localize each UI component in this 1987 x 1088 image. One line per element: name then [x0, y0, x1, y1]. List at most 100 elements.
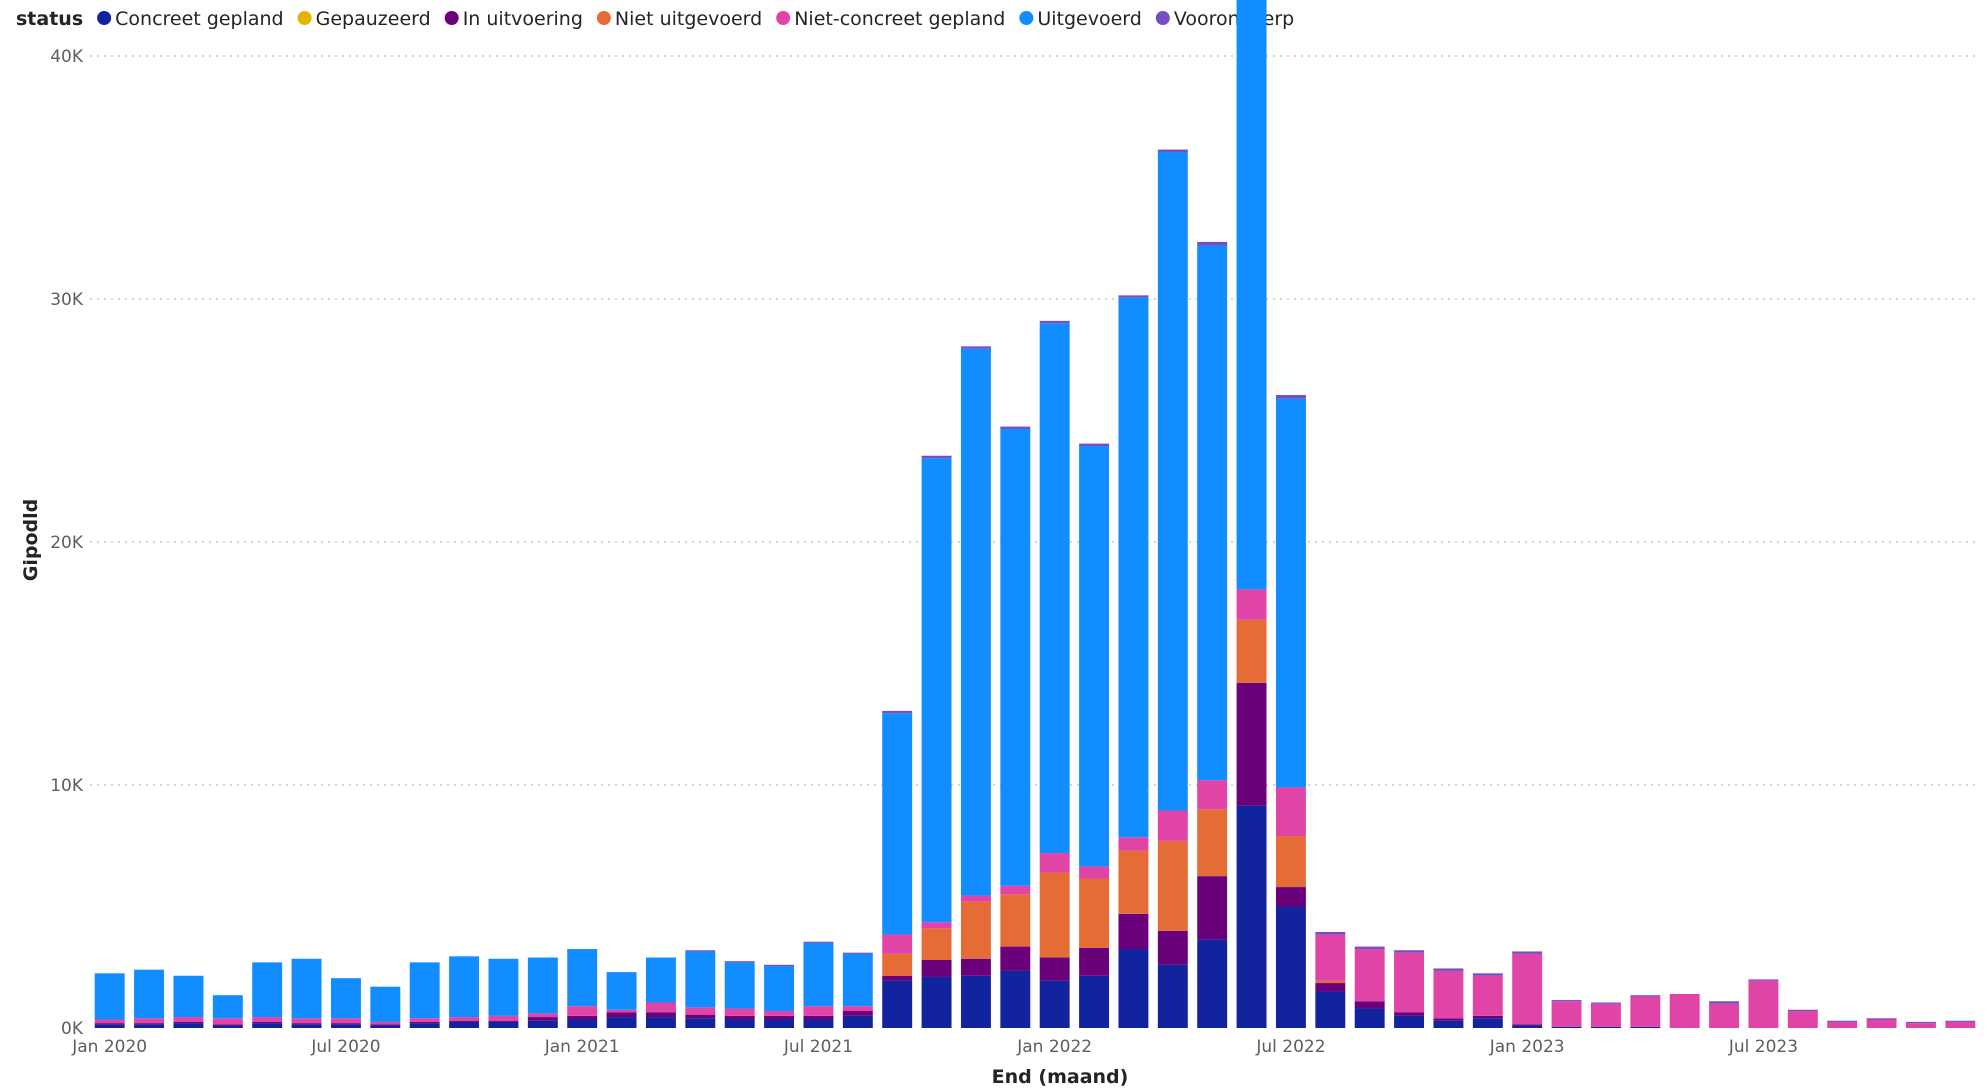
- legend-item[interactable]: Uitgevoerd: [1019, 8, 1142, 30]
- bar-segment[interactable]: [212, 1025, 243, 1028]
- bar-segment[interactable]: [842, 953, 873, 1007]
- bar-segment[interactable]: [1275, 394, 1306, 399]
- bar-segment[interactable]: [1197, 241, 1228, 246]
- bar-segment[interactable]: [1236, 682, 1267, 806]
- bar-segment[interactable]: [724, 1015, 755, 1020]
- bar-segment[interactable]: [1236, 805, 1267, 1028]
- bar-segment[interactable]: [291, 1024, 322, 1028]
- bar-segment[interactable]: [1787, 1009, 1818, 1011]
- bar-segment[interactable]: [1630, 996, 1661, 1027]
- bar-segment[interactable]: [252, 1023, 283, 1028]
- bar-column[interactable]: [330, 978, 361, 1028]
- bar-segment[interactable]: [1748, 980, 1779, 1028]
- bar-column[interactable]: [1748, 979, 1779, 1028]
- bar-segment[interactable]: [685, 1007, 716, 1015]
- bar-segment[interactable]: [330, 1018, 361, 1024]
- bar-segment[interactable]: [1590, 1002, 1621, 1004]
- bar-segment[interactable]: [803, 1006, 834, 1016]
- bar-segment[interactable]: [803, 1015, 834, 1020]
- bar-segment[interactable]: [1590, 1026, 1621, 1028]
- bar-segment[interactable]: [488, 958, 519, 1016]
- bar-column[interactable]: [173, 975, 204, 1028]
- bar-segment[interactable]: [1827, 1021, 1858, 1028]
- bar-segment[interactable]: [1709, 1001, 1740, 1004]
- bar-column[interactable]: [1669, 993, 1700, 1028]
- bar-segment[interactable]: [1236, 619, 1267, 683]
- bar-segment[interactable]: [1512, 1024, 1543, 1026]
- bar-segment[interactable]: [1079, 443, 1110, 447]
- bar-segment[interactable]: [1118, 297, 1149, 838]
- bar-column[interactable]: [1630, 995, 1661, 1028]
- bar-segment[interactable]: [1866, 1018, 1897, 1020]
- bar-segment[interactable]: [1118, 837, 1149, 851]
- bar-segment[interactable]: [645, 1017, 676, 1028]
- bar-segment[interactable]: [527, 957, 558, 1014]
- bar-segment[interactable]: [409, 962, 440, 1019]
- bar-segment[interactable]: [1197, 876, 1228, 940]
- bar-segment[interactable]: [1315, 983, 1346, 992]
- bar-column[interactable]: [94, 973, 125, 1028]
- bar-column[interactable]: [724, 961, 755, 1028]
- bar-segment[interactable]: [724, 962, 755, 1009]
- bar-segment[interactable]: [252, 1017, 283, 1022]
- bar-segment[interactable]: [94, 1019, 125, 1024]
- bar-column[interactable]: [409, 962, 440, 1028]
- bar-segment[interactable]: [764, 964, 795, 967]
- bar-segment[interactable]: [1354, 1008, 1385, 1028]
- bar-segment[interactable]: [764, 1010, 795, 1016]
- bar-segment[interactable]: [1118, 295, 1149, 298]
- bar-segment[interactable]: [921, 922, 952, 929]
- bar-column[interactable]: [882, 710, 913, 1028]
- bar-segment[interactable]: [173, 1023, 204, 1028]
- legend-item[interactable]: Niet-concreet gepland: [776, 8, 1005, 30]
- bar-segment[interactable]: [488, 1020, 519, 1022]
- bar-segment[interactable]: [1472, 973, 1503, 976]
- bar-segment[interactable]: [1000, 970, 1031, 1028]
- bar-segment[interactable]: [1315, 934, 1346, 981]
- bar-segment[interactable]: [1275, 398, 1306, 788]
- bar-segment[interactable]: [1157, 810, 1188, 841]
- bar-segment[interactable]: [724, 1008, 755, 1016]
- bar-segment[interactable]: [1433, 968, 1464, 971]
- bar-segment[interactable]: [1157, 151, 1188, 811]
- bar-column[interactable]: [842, 952, 873, 1028]
- bar-segment[interactable]: [94, 1024, 125, 1028]
- bar-segment[interactable]: [921, 928, 952, 960]
- bar-segment[interactable]: [1000, 894, 1031, 947]
- bar-segment[interactable]: [449, 956, 480, 1018]
- bar-column[interactable]: [1039, 320, 1070, 1028]
- bar-segment[interactable]: [1905, 1021, 1936, 1024]
- bar-segment[interactable]: [1000, 429, 1031, 886]
- bar-segment[interactable]: [882, 975, 913, 981]
- bar-segment[interactable]: [685, 1014, 716, 1019]
- bar-segment[interactable]: [1551, 1001, 1582, 1027]
- bar-segment[interactable]: [1433, 1020, 1464, 1028]
- bars[interactable]: [94, 0, 1976, 1028]
- bar-segment[interactable]: [409, 1023, 440, 1028]
- bar-segment[interactable]: [882, 934, 913, 954]
- bar-segment[interactable]: [1039, 980, 1070, 1028]
- bar-column[interactable]: [1079, 443, 1110, 1028]
- bar-segment[interactable]: [1354, 949, 1385, 1002]
- bar-column[interactable]: [1709, 1001, 1740, 1028]
- bar-segment[interactable]: [567, 949, 598, 1007]
- bar-column[interactable]: [1000, 426, 1031, 1028]
- bar-segment[interactable]: [1315, 932, 1346, 935]
- bar-column[interactable]: [803, 941, 834, 1028]
- bar-segment[interactable]: [1000, 885, 1031, 895]
- bar-segment[interactable]: [685, 950, 716, 952]
- bar-segment[interactable]: [1079, 975, 1110, 1028]
- bar-column[interactable]: [1118, 295, 1149, 1028]
- bar-column[interactable]: [645, 957, 676, 1028]
- bar-segment[interactable]: [1630, 995, 1661, 997]
- bar-segment[interactable]: [1236, 589, 1267, 620]
- bar-column[interactable]: [960, 346, 991, 1028]
- bar-segment[interactable]: [803, 941, 834, 943]
- bar-column[interactable]: [1197, 241, 1228, 1028]
- bar-segment[interactable]: [567, 1006, 598, 1016]
- bar-segment[interactable]: [921, 455, 952, 459]
- bar-segment[interactable]: [94, 973, 125, 1020]
- bar-segment[interactable]: [1275, 887, 1306, 907]
- bar-segment[interactable]: [212, 1018, 243, 1025]
- bar-segment[interactable]: [960, 975, 991, 1028]
